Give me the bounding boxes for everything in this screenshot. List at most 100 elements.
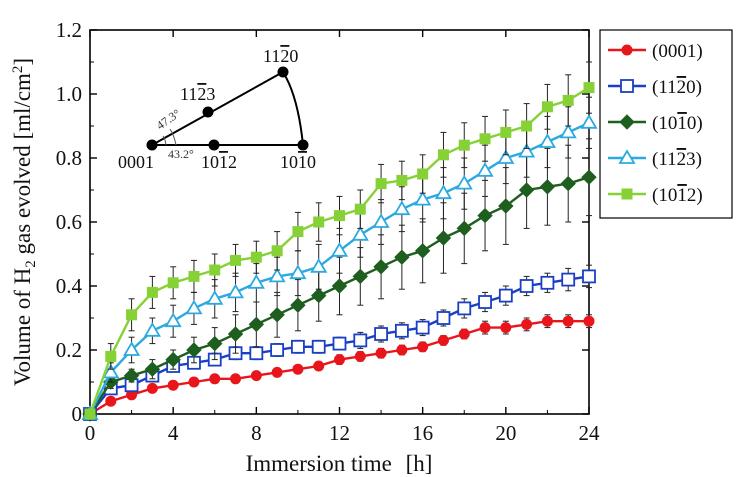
data-point	[353, 333, 368, 348]
data-point	[500, 126, 512, 138]
data-point	[167, 277, 179, 289]
inset-angle-arc-2	[162, 135, 167, 146]
data-point	[581, 169, 597, 185]
series-0	[84, 314, 595, 420]
legend-label-part: (11	[652, 77, 677, 98]
data-point	[458, 139, 470, 151]
data-point	[497, 149, 515, 164]
data-point	[519, 279, 534, 293]
data-point	[270, 343, 285, 357]
y-label-sup: 2	[10, 66, 26, 74]
data-point	[167, 379, 179, 391]
data-point	[476, 162, 494, 177]
series-layer	[81, 61, 598, 422]
data-point	[292, 363, 304, 375]
data-point	[332, 336, 347, 351]
data-point	[105, 395, 117, 407]
legend: (0001)(1120)(1010)(1123)(1012)	[599, 29, 733, 219]
data-point	[123, 367, 140, 384]
legend-label-part: 0)	[687, 113, 703, 134]
data-point	[310, 258, 328, 273]
data-point	[164, 312, 182, 328]
legend-marker	[621, 44, 633, 56]
data-point	[290, 297, 306, 313]
inset-angle-label-2: 43.2°	[168, 147, 194, 161]
data-point	[479, 133, 491, 145]
data-point	[146, 382, 158, 394]
data-point	[354, 203, 366, 215]
inset-point-1010	[297, 139, 309, 151]
y-tick-label: 0	[72, 402, 83, 426]
inset-angle-label-1: 47.3°	[154, 106, 183, 132]
data-point	[271, 245, 283, 257]
data-point	[521, 318, 533, 330]
data-point	[292, 226, 304, 238]
data-point	[436, 311, 451, 325]
data-point	[538, 133, 556, 148]
data-point	[394, 323, 409, 338]
data-point	[540, 275, 555, 290]
x-tick-label: 20	[495, 421, 516, 445]
data-point	[227, 326, 244, 342]
data-point	[313, 216, 325, 228]
data-point	[351, 226, 369, 241]
legend-label: (1012)	[652, 185, 703, 206]
series-3	[81, 96, 598, 420]
data-point	[311, 287, 327, 304]
data-point	[207, 335, 223, 352]
legend-marker	[619, 114, 635, 130]
data-point	[437, 149, 449, 161]
y-label-prefix: Volume of H	[10, 268, 35, 386]
data-point	[437, 334, 449, 346]
data-point	[186, 342, 202, 358]
data-point	[269, 307, 285, 323]
y-tick-label: 0.8	[56, 146, 82, 170]
x-axis: 0 4 8 12 16 20 24	[85, 30, 600, 445]
data-point	[518, 142, 536, 158]
data-point	[396, 344, 408, 356]
y-axis: 0 0.2 0.4 0.6 0.8 1.0 1.2	[56, 18, 589, 426]
data-point	[541, 101, 553, 113]
data-point	[352, 268, 368, 285]
inset-label-1123: 1123	[180, 84, 215, 104]
data-point	[185, 299, 203, 315]
data-point	[456, 220, 472, 237]
data-point	[311, 339, 326, 354]
legend-label-part: (10	[652, 185, 677, 206]
y-tick-label: 1.0	[56, 82, 82, 106]
legend-label-part: 1	[677, 185, 687, 206]
data-point	[414, 190, 432, 206]
x-tick-label: 12	[329, 421, 350, 445]
legend-label: (1123)	[652, 149, 702, 170]
data-point	[541, 315, 553, 327]
x-tick-label: 24	[579, 421, 601, 445]
legend-marker	[618, 149, 636, 164]
data-point	[313, 360, 325, 372]
legend-label-part: 0)	[686, 77, 702, 98]
data-point	[375, 178, 387, 190]
data-point	[102, 363, 120, 379]
data-point	[206, 290, 224, 305]
data-point	[143, 322, 161, 337]
data-point	[372, 213, 390, 228]
series-2	[82, 138, 597, 422]
data-point	[415, 320, 430, 335]
data-point	[393, 200, 411, 216]
legend-label-part: 2)	[687, 185, 703, 206]
x-axis-label: Immersion time	[246, 451, 392, 476]
data-point	[226, 283, 245, 299]
data-point	[518, 182, 535, 198]
inset-point-0001	[146, 139, 158, 151]
data-point	[478, 295, 492, 309]
y-label-end: ]	[10, 58, 35, 66]
data-point	[374, 327, 388, 341]
y-tick-label: 0.4	[56, 274, 83, 298]
data-point	[394, 249, 410, 265]
data-point	[146, 286, 158, 298]
data-point	[583, 315, 595, 327]
legend-label-part: 1	[677, 113, 687, 134]
data-point	[498, 288, 513, 303]
data-point	[435, 230, 452, 246]
data-point	[144, 361, 161, 377]
